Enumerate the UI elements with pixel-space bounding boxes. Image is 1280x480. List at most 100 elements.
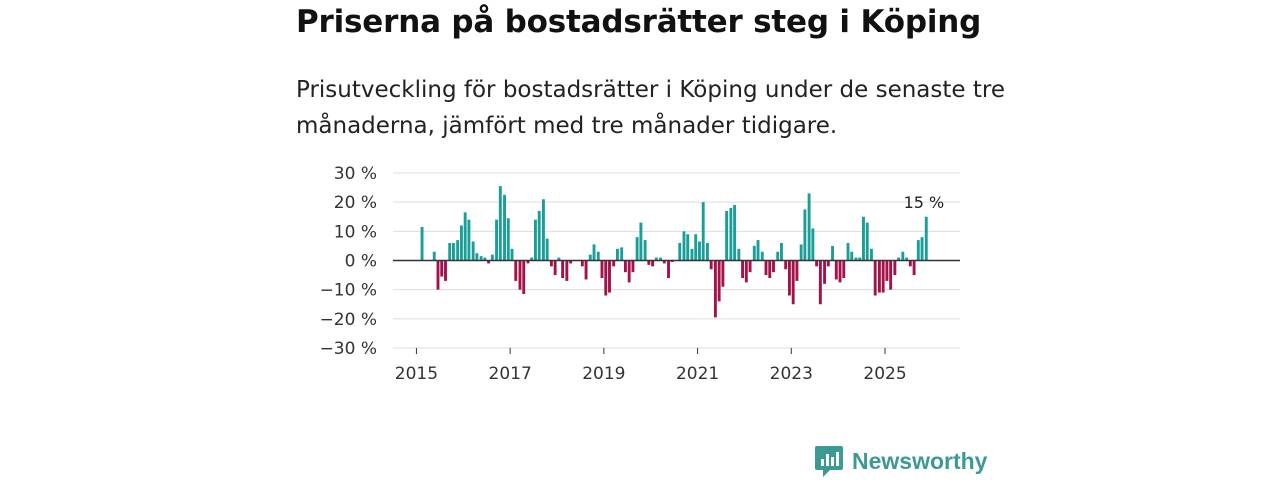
bar [495,219,499,261]
bar [701,202,705,261]
bar [654,257,658,261]
y-tick-label: −20 % [320,310,377,330]
bar [854,257,858,261]
y-tick-label: 10 % [334,222,377,242]
bar [713,260,717,318]
bar-chart: 30 % 20 % 10 % 0 % −10 % −20 % −30 % 2015 2017 20… [320,164,960,384]
bar [717,260,721,302]
bar [667,260,670,278]
x-tick-label: 2019 [582,364,625,384]
bar [865,222,869,261]
tick-labels: 30 % 20 % 10 % 0 % −10 % −20 % −30 % 2015 2017 20… [320,164,945,384]
bar [600,260,604,278]
bar [698,241,701,261]
bar [662,260,666,264]
bar [846,243,850,261]
bar [705,243,709,261]
grid-lines [393,172,960,349]
bar [584,260,588,280]
bar [506,218,510,261]
bar [557,257,561,261]
bar [784,260,788,270]
bar [803,209,807,261]
bar [737,248,741,261]
bar [490,254,494,261]
bar [885,260,889,281]
bar [744,260,748,283]
bar [545,238,549,261]
bar [897,257,901,261]
bar [436,260,440,290]
bar [471,241,475,261]
bar [690,248,694,261]
bar [920,237,924,261]
bar [432,251,436,261]
bar [721,260,725,287]
bar [623,260,627,273]
y-tick-label: 30 % [334,164,377,184]
bar [549,260,553,267]
bar [526,260,530,264]
bar [889,260,893,290]
bar [725,210,729,261]
bar [908,260,912,267]
bar [561,260,565,278]
bar [631,260,635,273]
bar [729,208,733,261]
newsworthy-logo-icon [815,446,843,477]
bar [709,260,713,270]
bar [799,244,803,261]
bar [912,260,916,276]
bar [565,260,569,281]
bar [518,260,522,290]
bar [456,240,460,261]
y-tick-label: 20 % [334,193,377,213]
bar [869,248,873,261]
bar [659,257,663,261]
bar [834,260,838,280]
bar [444,260,447,281]
bar [537,210,541,261]
bar [420,226,424,261]
bar [776,251,780,261]
bar [588,254,592,261]
chart-subtitle: Prisutveckling för bostadsrätter i Köpin… [296,77,1005,139]
bar [764,260,768,276]
x-tick-label: 2017 [489,364,532,384]
bar-series [420,186,928,318]
bar [826,260,830,267]
bar [451,243,455,261]
bar [514,260,518,281]
bar [842,260,846,278]
bar [635,237,639,261]
bar [553,260,557,276]
bar [682,231,686,261]
bar [924,216,928,261]
bar [838,260,842,283]
bar [643,240,647,261]
x-tick-label: 2021 [676,364,719,384]
bar [795,260,799,281]
bar [811,228,815,261]
bar [592,244,596,261]
bar [877,260,881,293]
y-tick-label: −10 % [320,281,377,301]
bar [772,260,775,273]
bar [616,248,619,261]
bar [608,260,611,293]
bar [807,193,811,261]
bar [440,260,444,277]
bar [881,260,885,293]
bar [818,260,822,305]
bar [596,251,600,261]
latest-value-label: 15 % [904,193,945,212]
bar [873,260,877,296]
chart-title: Priserna på bostadsrätter steg i Köping [296,4,982,40]
bar [791,260,795,305]
bar [483,257,487,261]
bar [815,260,819,267]
bar [752,245,756,261]
bar [647,260,651,265]
bar [459,225,463,261]
bar [479,256,483,261]
